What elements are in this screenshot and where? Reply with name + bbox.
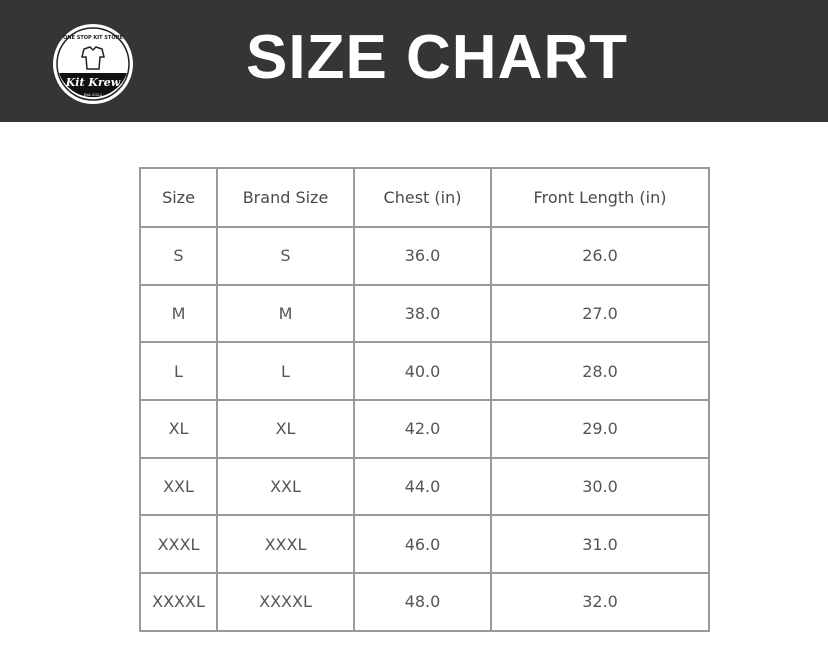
table-cell: 30.0 bbox=[490, 456, 710, 517]
svg-text:ONE STOP KIT STORE: ONE STOP KIT STORE bbox=[63, 35, 123, 41]
column-header: Brand Size bbox=[216, 167, 355, 228]
table-row: XL XL 42.0 29.0 bbox=[139, 399, 710, 459]
table-cell: L bbox=[139, 341, 218, 402]
table-cell: 31.0 bbox=[490, 514, 710, 575]
table-cell: XL bbox=[139, 399, 218, 459]
column-header: Chest (in) bbox=[353, 167, 492, 228]
table-cell: 46.0 bbox=[353, 514, 492, 575]
size-chart-table: Size Brand Size Chest (in) Front Length … bbox=[139, 167, 710, 632]
table-row: XXL XXL 44.0 30.0 bbox=[139, 456, 710, 517]
table-cell: XXXXL bbox=[139, 572, 218, 632]
table-row: S S 36.0 26.0 bbox=[139, 226, 710, 286]
column-header: Size bbox=[139, 167, 218, 228]
table-header-row: Size Brand Size Chest (in) Front Length … bbox=[139, 167, 710, 228]
table-cell: XXXL bbox=[139, 514, 218, 575]
table-row: XXXXL XXXXL 48.0 32.0 bbox=[139, 572, 710, 632]
svg-text:Est.2022: Est.2022 bbox=[84, 92, 102, 97]
table-cell: 40.0 bbox=[353, 341, 492, 402]
header-banner: Kit Krew Est.2022 ONE STOP KIT STORE SIZ… bbox=[0, 0, 828, 122]
table-cell: 27.0 bbox=[490, 283, 710, 344]
table-cell: 44.0 bbox=[353, 456, 492, 517]
page-title: SIZE CHART bbox=[246, 23, 628, 92]
column-header: Front Length (in) bbox=[490, 167, 710, 228]
table-cell: 32.0 bbox=[490, 572, 710, 632]
table-cell: M bbox=[139, 283, 218, 344]
table-cell: XXXXL bbox=[216, 572, 355, 632]
table-cell: XXXL bbox=[216, 514, 355, 575]
table-cell: XXL bbox=[139, 456, 218, 517]
kit-krew-logo: Kit Krew Est.2022 ONE STOP KIT STORE bbox=[53, 24, 133, 104]
table-cell: S bbox=[216, 226, 355, 286]
table-row: XXXL XXXL 46.0 31.0 bbox=[139, 514, 710, 575]
table-cell: XXL bbox=[216, 456, 355, 517]
table-row: M M 38.0 27.0 bbox=[139, 283, 710, 344]
table-cell: 28.0 bbox=[490, 341, 710, 402]
table-cell: 36.0 bbox=[353, 226, 492, 286]
table-cell: XL bbox=[216, 399, 355, 459]
table-cell: L bbox=[216, 341, 355, 402]
table-cell: 38.0 bbox=[353, 283, 492, 344]
table-cell: 26.0 bbox=[490, 226, 710, 286]
table-cell: 42.0 bbox=[353, 399, 492, 459]
table-row: L L 40.0 28.0 bbox=[139, 341, 710, 402]
table-cell: 48.0 bbox=[353, 572, 492, 632]
table-cell: M bbox=[216, 283, 355, 344]
table-cell: 29.0 bbox=[490, 399, 710, 459]
svg-text:Kit Krew: Kit Krew bbox=[65, 76, 121, 89]
table-cell: S bbox=[139, 226, 218, 286]
